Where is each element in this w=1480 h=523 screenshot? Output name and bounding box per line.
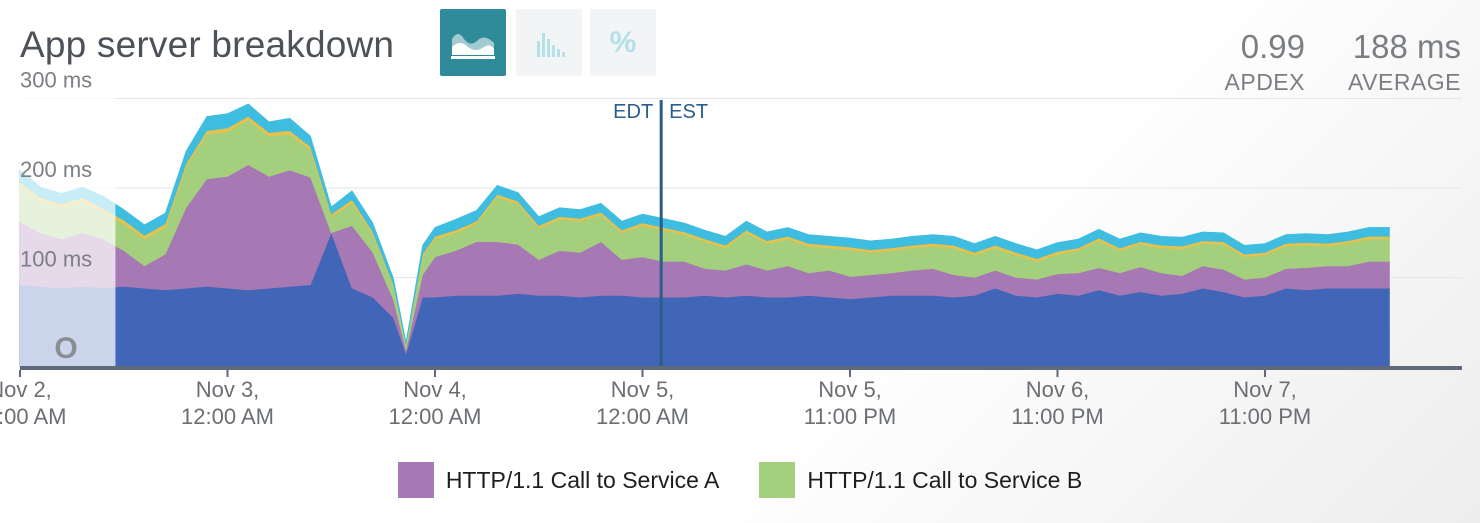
x-axis-baseline: [20, 366, 1462, 370]
apdex-stat: 0.99 APDEX: [1195, 28, 1305, 96]
average-value: 188 ms: [1352, 28, 1461, 65]
legend-item-service-a[interactable]: HTTP/1.1 Call to Service A: [397, 462, 720, 498]
x-tick-label: 12:00 AM: [181, 404, 274, 429]
legend-label-service-a: HTTP/1.1 Call to Service A: [445, 466, 720, 493]
x-tick-label: 12:00 AM: [0, 404, 66, 429]
apdex-marker-icon: O: [54, 332, 77, 365]
timezone-after-label: EST: [669, 101, 708, 123]
legend-item-service-b[interactable]: HTTP/1.1 Call to Service B: [759, 462, 1082, 498]
average-stat: 188 ms AVERAGE: [1315, 28, 1461, 96]
legend-swatch-service-a: [397, 462, 434, 498]
x-tick-label: Nov 7,: [1233, 377, 1297, 402]
percent-icon: %: [609, 25, 637, 59]
x-tick-label: Nov 3,: [196, 377, 260, 402]
x-tick-label: Nov 4,: [403, 377, 467, 402]
average-label: AVERAGE: [1348, 69, 1461, 95]
apdex-label: APDEX: [1224, 69, 1305, 95]
x-tick-label: Nov 6,: [1026, 377, 1090, 402]
y-tick-label: 200 ms: [20, 157, 92, 182]
y-tick-label: 100 ms: [20, 247, 92, 272]
chart-legend: HTTP/1.1 Call to Service A HTTP/1.1 Call…: [0, 462, 1480, 498]
timezone-before-label: EDT: [613, 101, 653, 123]
legend-label-service-b: HTTP/1.1 Call to Service B: [807, 466, 1083, 493]
selection-highlight: [20, 88, 116, 367]
histogram-icon: [537, 32, 565, 57]
x-tick-label: 11:00 PM: [1219, 404, 1312, 429]
area-chart-icon: [451, 33, 495, 59]
chart-title: App server breakdown: [20, 24, 395, 65]
area-chart-button[interactable]: [440, 9, 506, 76]
x-tick-label: 12:00 AM: [596, 404, 689, 429]
y-tick-label: 300 ms: [20, 68, 92, 93]
x-tick-label: 11:00 PM: [1011, 404, 1104, 429]
x-tick-label: Nov 5,: [818, 377, 882, 402]
x-tick-label: Nov 2,: [0, 377, 52, 402]
x-tick-label: 12:00 AM: [389, 404, 482, 429]
area-series-4: [19, 103, 1390, 345]
histogram-button[interactable]: [516, 9, 582, 76]
x-tick-label: Nov 5,: [611, 377, 675, 402]
apdex-value: 0.99: [1240, 28, 1305, 65]
legend-swatch-service-b: [759, 462, 796, 498]
percent-button[interactable]: %: [590, 9, 656, 76]
x-tick-label: 11:00 PM: [804, 404, 897, 429]
